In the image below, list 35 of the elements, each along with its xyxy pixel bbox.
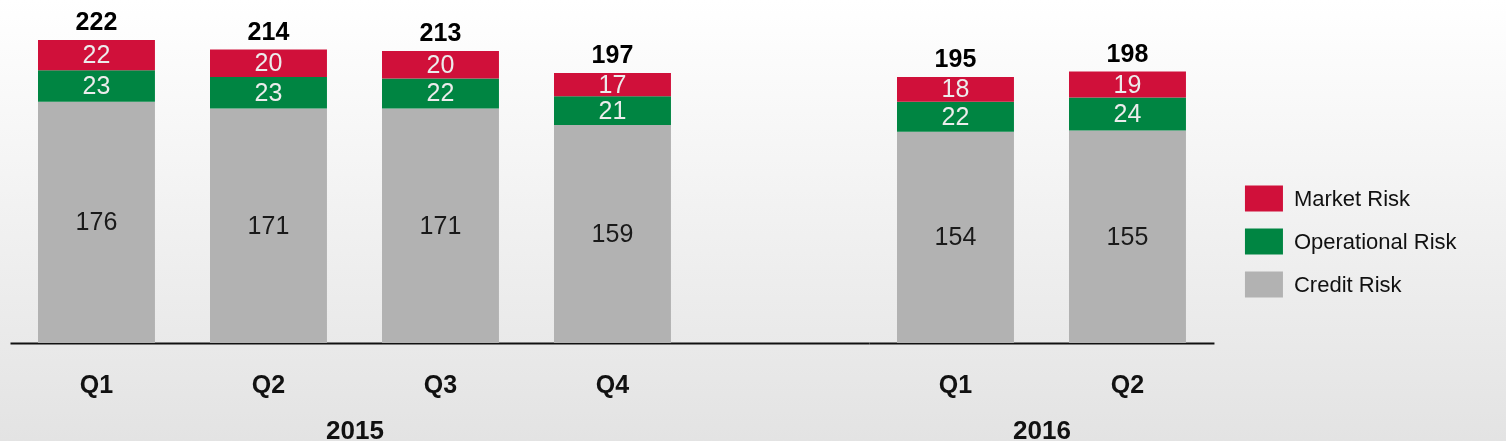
x-tick-label: Q2 xyxy=(1110,369,1145,398)
data-label: 21 xyxy=(598,95,627,124)
legend-label: Operational Risk xyxy=(1293,228,1458,254)
data-label: 20 xyxy=(254,48,283,77)
total-label: 197 xyxy=(591,39,634,68)
data-label: 22 xyxy=(82,40,111,69)
data-label: 154 xyxy=(934,222,977,251)
legend-label: Market Risk xyxy=(1293,185,1412,211)
data-label: 23 xyxy=(82,70,111,99)
x-axis-title: 2016 xyxy=(1013,414,1071,441)
total-label: 214 xyxy=(247,16,290,45)
total-label: 198 xyxy=(1106,38,1149,67)
data-label: 171 xyxy=(419,210,462,239)
data-label: 171 xyxy=(247,210,290,239)
x-axis-title: 2015 xyxy=(326,414,384,441)
data-label: 20 xyxy=(426,49,455,78)
x-tick-label: Q1 xyxy=(79,369,114,398)
data-label: 176 xyxy=(75,207,118,236)
data-label: 19 xyxy=(1113,69,1142,98)
x-tick-label: Q1 xyxy=(938,369,973,398)
x-tick-label: Q2 xyxy=(251,369,286,398)
data-label: 18 xyxy=(941,74,970,103)
legend-label: Credit Risk xyxy=(1293,271,1403,297)
x-tick-label: Q3 xyxy=(423,369,458,398)
data-label: 159 xyxy=(591,219,634,247)
data-label: 17 xyxy=(598,69,627,98)
x-tick-label: Q4 xyxy=(595,369,630,398)
data-label: 24 xyxy=(1113,99,1142,128)
data-label: 22 xyxy=(426,78,455,107)
total-label: 195 xyxy=(934,44,977,73)
data-label: 22 xyxy=(941,101,970,130)
data-label: 155 xyxy=(1106,221,1149,250)
data-label: 23 xyxy=(254,77,283,106)
total-label: 213 xyxy=(419,17,462,46)
total-label: 222 xyxy=(75,7,118,35)
